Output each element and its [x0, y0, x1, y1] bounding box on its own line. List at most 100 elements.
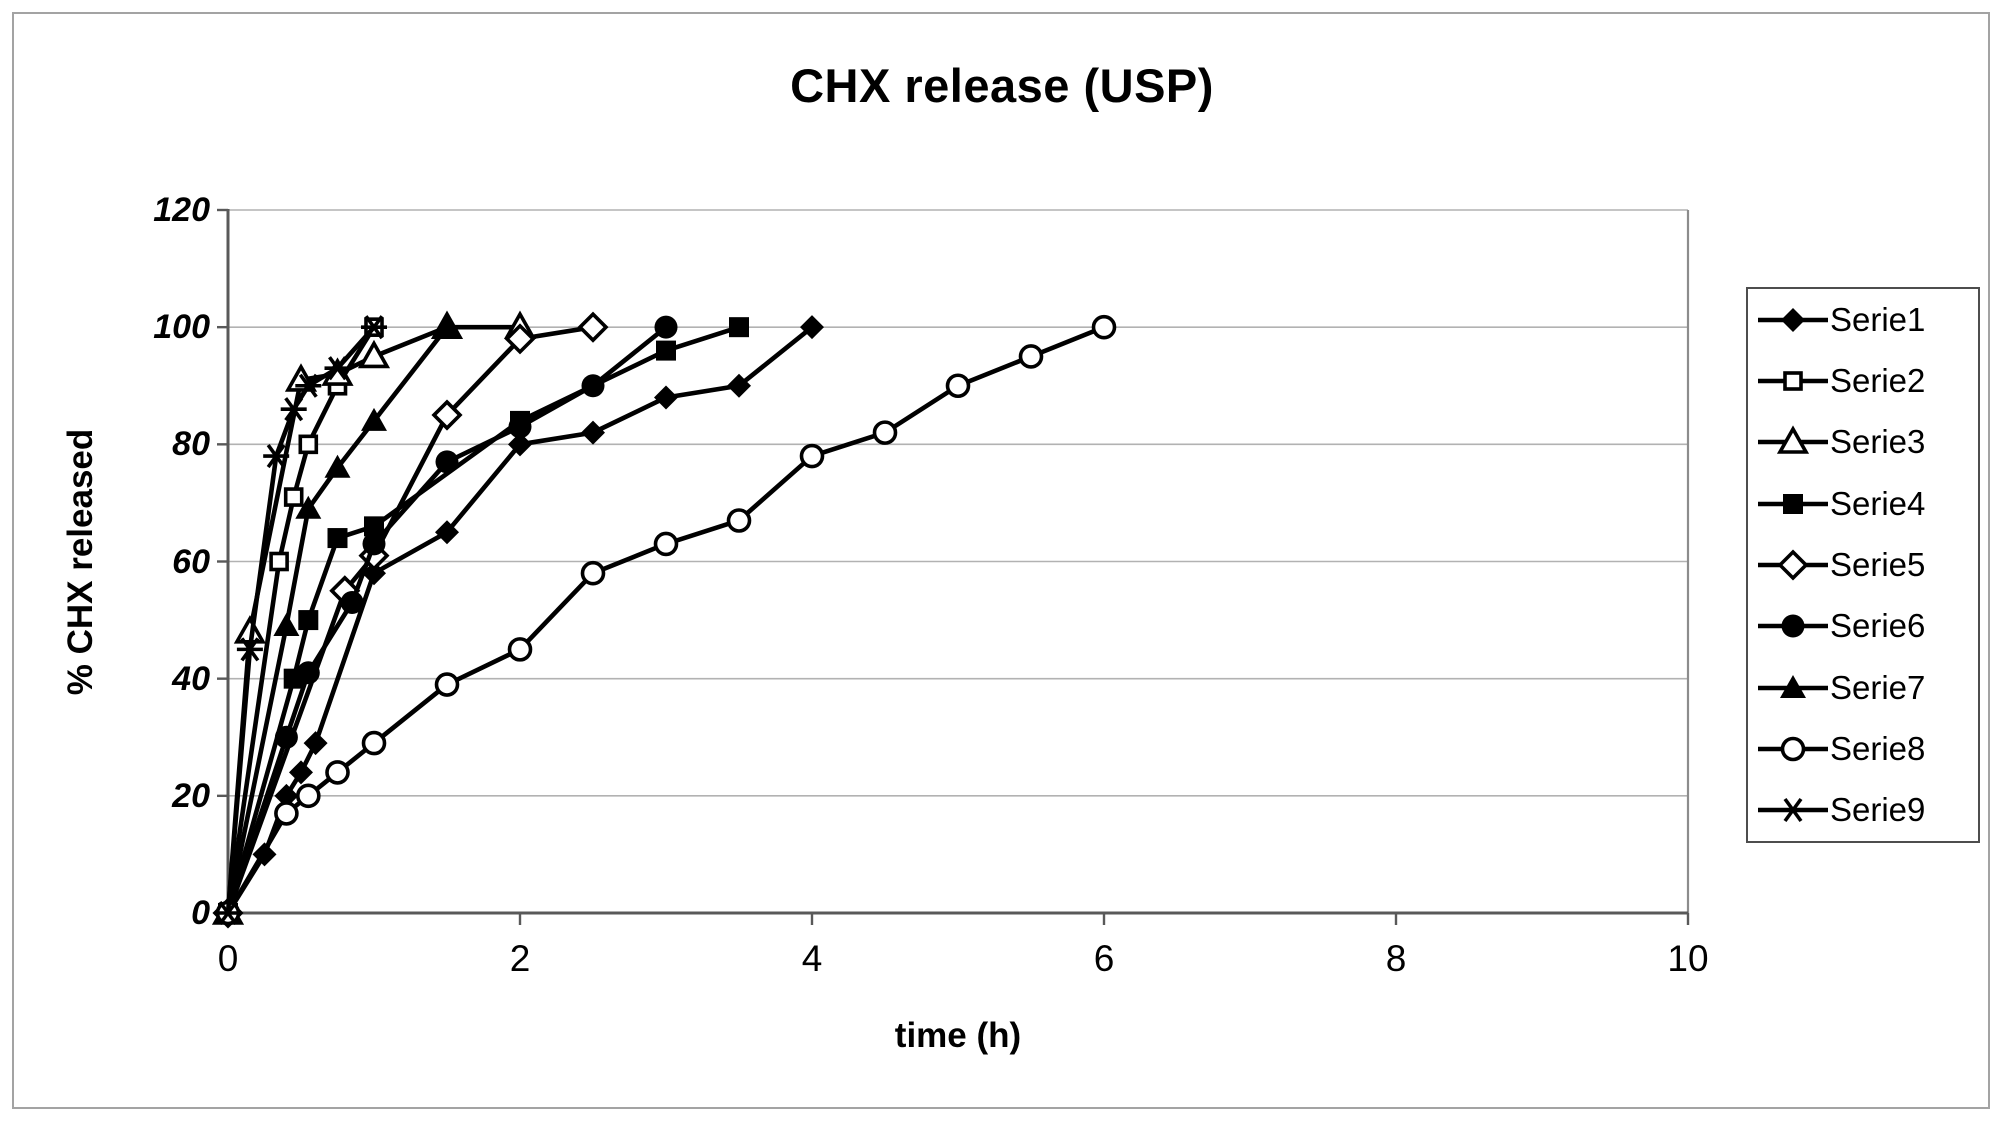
- marker-diamond-filled: [289, 760, 313, 785]
- marker-asterisk-arm: [328, 356, 347, 381]
- legend-marker-asterisk-icon: [1758, 798, 1828, 823]
- series-point-Serie8-13: [1018, 344, 1044, 369]
- series-point-Serie9-4: [295, 373, 322, 398]
- legend-item-Serie2: Serie2: [1748, 362, 1978, 400]
- series-point-Serie4-6: [656, 340, 676, 361]
- marker-circle-open: [361, 730, 387, 756]
- legend-item-Serie3: Serie3: [1748, 423, 1978, 461]
- marker-asterisk-arm: [364, 315, 384, 340]
- marker-triangle-filled: [273, 612, 300, 636]
- marker-circle-filled: [274, 725, 298, 749]
- x-tick-label-10: 10: [1667, 938, 1709, 979]
- marker-asterisk-arm: [266, 443, 286, 469]
- legend-item-Serie4: Serie4: [1748, 485, 1978, 523]
- series-point-Serie8-9: [726, 508, 752, 533]
- series-point-Serie8-11: [872, 420, 898, 445]
- series-point-Serie9-3: [280, 397, 307, 422]
- series-point-Serie8-6: [507, 637, 533, 662]
- marker-circle-filled: [508, 415, 532, 439]
- legend-marker-diamond-open-icon: [1758, 549, 1828, 581]
- chart-outer-border: [12, 12, 1990, 1109]
- legend-marker-circle-filled-icon: [1758, 614, 1828, 638]
- marker-asterisk-arm: [218, 900, 238, 926]
- series-point-Serie4-7: [729, 317, 749, 338]
- series-point-Serie8-10: [799, 443, 825, 469]
- series-point-Serie1-4: [303, 731, 328, 756]
- y-tick-label-0: 0: [191, 894, 210, 932]
- marker-circle-filled: [296, 661, 320, 685]
- marker-diamond-open: [431, 399, 463, 431]
- marker-asterisk-arm: [284, 397, 304, 422]
- marker-square-filled: [327, 528, 348, 549]
- legend-marker-Serie6: [1781, 614, 1805, 638]
- series-point-Serie8-8: [653, 531, 679, 557]
- legend-marker-triangle-open-icon: [1758, 425, 1828, 455]
- marker-diamond-open: [504, 323, 536, 355]
- marker-circle-open: [799, 443, 825, 469]
- series-point-Serie1-10: [727, 373, 751, 398]
- series-line-Serie7: [225, 324, 450, 916]
- marker-asterisk-arm: [1783, 798, 1803, 823]
- y-tick-label-120: 120: [153, 191, 210, 229]
- marker-triangle-filled: [295, 495, 322, 519]
- marker-square-filled: [298, 610, 319, 631]
- legend-item-Serie6: Serie6: [1748, 607, 1978, 645]
- legend-marker-square-filled-icon: [1758, 493, 1828, 514]
- series-point-Serie5-5: [577, 311, 609, 343]
- series-point-Serie7-2: [295, 495, 322, 519]
- marker-triangle-filled: [361, 407, 387, 431]
- x-tick-label-8: 8: [1385, 938, 1407, 979]
- marker-circle-open: [434, 672, 460, 697]
- legend-marker-Serie1: [1781, 307, 1805, 332]
- series-point-Serie2-3: [298, 434, 319, 455]
- y-tick-label-100: 100: [153, 308, 210, 347]
- legend-marker-Serie9: [1780, 798, 1806, 823]
- series-point-Serie1-5: [362, 561, 386, 586]
- legend-label-Serie2: Serie2: [1830, 361, 1926, 399]
- y-axis-title: % CHX released: [61, 428, 100, 696]
- marker-diamond-filled: [274, 783, 299, 808]
- series-point-Serie8-4: [361, 730, 387, 756]
- marker-diamond-filled: [581, 420, 605, 445]
- legend-label-Serie1: Serie1: [1830, 300, 1926, 338]
- legend-marker-square-open-icon: [1758, 371, 1828, 391]
- series-point-Serie8-2: [295, 783, 321, 809]
- series-point-Serie9-5: [324, 356, 351, 381]
- x-tick-label-6: 6: [1093, 938, 1115, 979]
- marker-circle-filled: [362, 532, 386, 556]
- marker-diamond-filled: [435, 520, 459, 545]
- series-point-Serie6-2: [296, 661, 320, 685]
- series-point-Serie3-4: [357, 339, 391, 369]
- series-point-Serie4-3: [327, 528, 348, 549]
- marker-diamond-open: [577, 311, 609, 343]
- legend-marker-triangle-filled-icon: [1758, 674, 1828, 698]
- marker-circle-open: [872, 420, 898, 445]
- series-point-Serie2-1: [269, 551, 289, 572]
- y-tick-label-20: 20: [172, 776, 210, 815]
- series-point-Serie5-4: [504, 323, 536, 355]
- series-point-Serie5-3: [431, 399, 463, 431]
- marker-circle-open: [945, 373, 971, 399]
- marker-triangle-open: [357, 339, 391, 369]
- chart-title: CHX release (USP): [790, 59, 1214, 112]
- legend-marker-circle-open-icon: [1758, 736, 1828, 762]
- legend-label-Serie5: Serie5: [1830, 545, 1926, 583]
- legend: Serie1 Serie2 Serie3 Serie4 Serie5 Serie6 Seri…: [1746, 287, 1980, 843]
- marker-asterisk-arm: [298, 373, 318, 398]
- legend-marker-diamond-filled-icon: [1758, 307, 1828, 332]
- marker-circle-open: [507, 637, 533, 662]
- series-point-Serie6-8: [654, 315, 678, 339]
- series-point-Serie1-7: [508, 432, 532, 457]
- legend-item-Serie1: Serie1: [1748, 301, 1978, 339]
- series-point-Serie1-8: [581, 420, 605, 445]
- marker-square-open: [269, 551, 289, 572]
- series-Serie8: [215, 314, 1117, 926]
- marker-circle-open: [653, 531, 679, 557]
- x-tick-label-4: 4: [801, 938, 823, 979]
- marker-circle-filled: [1781, 614, 1805, 638]
- series-point-Serie1-11: [800, 315, 824, 340]
- series-point-Serie6-5: [435, 450, 459, 474]
- series-point-Serie8-12: [945, 373, 971, 399]
- legend-label-Serie9: Serie9: [1830, 791, 1926, 829]
